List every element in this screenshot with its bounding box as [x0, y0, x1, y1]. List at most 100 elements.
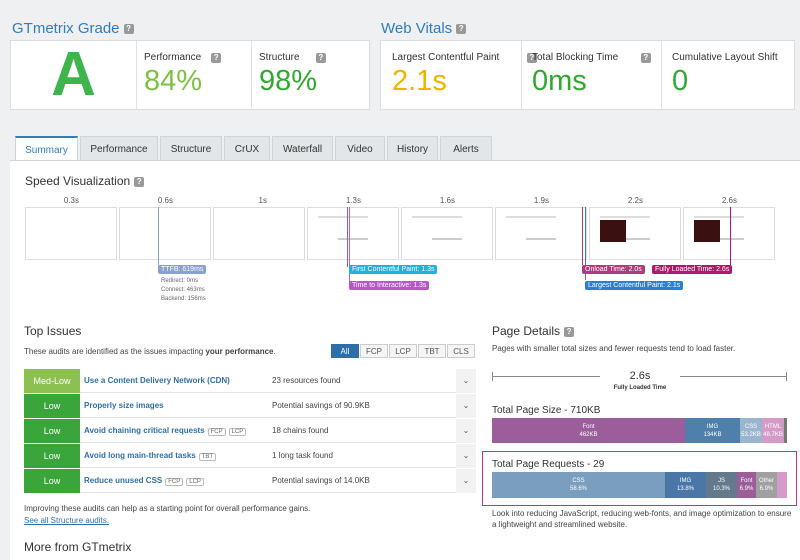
ttfb-detail: Redirect: 0ms: [161, 278, 199, 284]
segment: IMG 13.8%: [665, 472, 706, 498]
divider: [661, 41, 662, 109]
expand[interactable]: ⌄: [456, 444, 476, 468]
frame-content: [694, 216, 744, 218]
tab[interactable]: Alerts: [440, 136, 492, 161]
tab[interactable]: Structure: [160, 136, 222, 161]
audits-link[interactable]: See all Structure audits.: [24, 516, 109, 525]
tab[interactable]: Video: [335, 136, 385, 161]
help-icon: ?: [211, 53, 222, 63]
vitals-title: Web Vitals?: [381, 20, 467, 37]
marker-line: [582, 207, 583, 265]
loaded-value: 2.6s: [600, 370, 680, 382]
metric-value: 98%: [259, 65, 318, 97]
frame-image: [600, 220, 626, 242]
frame-time: 0.3s: [63, 196, 79, 205]
frame: [25, 207, 117, 260]
expand[interactable]: ⌄: [456, 469, 476, 493]
vitals-card: Largest Contentful Paint? 2.1s Total Block…: [380, 40, 795, 110]
title: Speed Visualization: [25, 174, 131, 188]
marker-line: [585, 207, 586, 280]
details-desc: Pages with smaller total sizes and fewer…: [492, 344, 736, 353]
segment: Font 6.9%: [737, 472, 756, 498]
size-bar: Font 462KB IMG 134KB CSS 53.2KB HTML 48.7KB: [492, 418, 787, 443]
text[interactable]: Properly size images: [84, 401, 164, 410]
marker-line: [347, 207, 348, 267]
tab[interactable]: CrUX: [224, 136, 270, 161]
issue-row: Low Properly size images Potential savings…: [24, 394, 476, 418]
ttfb-label: TTFB: 619ms: [158, 265, 207, 274]
segment-value: 462KB: [579, 431, 598, 438]
help-icon: ?: [123, 24, 134, 35]
segment-name: Font: [582, 423, 595, 430]
segment: Other 6.9%: [756, 472, 777, 498]
tag: FCP: [207, 428, 226, 436]
help-icon: ?: [315, 53, 326, 63]
tab[interactable]: History: [387, 136, 438, 161]
severity-badge: Low: [24, 469, 80, 493]
segment-value: 53.2KB: [741, 431, 761, 438]
tab[interactable]: Waterfall: [272, 136, 333, 161]
frame-time: 1s: [258, 196, 267, 205]
severity-badge: Low: [24, 444, 80, 468]
text[interactable]: Use a Content Delivery Network (CDN): [84, 376, 230, 385]
expand[interactable]: ⌄: [456, 369, 476, 393]
expand[interactable]: ⌄: [456, 419, 476, 443]
issue-title[interactable]: Avoid long main-thread tasks TBT: [84, 451, 217, 461]
tag: TBT: [198, 453, 217, 461]
filter[interactable]: TBT: [418, 344, 446, 358]
expand[interactable]: ⌄: [456, 394, 476, 418]
issue-title[interactable]: Avoid chaining critical requests FCP LCP: [84, 426, 247, 436]
segment-value: 13.8%: [676, 486, 694, 492]
requests-highlight: [482, 451, 797, 506]
frame-content: [412, 216, 462, 218]
segment-name: CSS: [572, 478, 585, 484]
segment: CSS 53.2KB: [740, 418, 762, 443]
filter[interactable]: CLS: [447, 344, 475, 358]
ttfb-detail: Backend: 156ms: [161, 296, 206, 302]
filter[interactable]: All: [331, 344, 359, 358]
segment-value: 58.6%: [569, 486, 587, 492]
issue-title[interactable]: Use a Content Delivery Network (CDN): [84, 376, 230, 385]
metric-label: Structure: [259, 52, 300, 63]
filter[interactable]: FCP: [360, 344, 388, 358]
issue-detail: 18 chains found: [272, 426, 329, 435]
divider: [136, 41, 137, 109]
frame-content: [526, 238, 556, 240]
tab[interactable]: Performance: [80, 136, 158, 161]
segment-name: CSS: [744, 423, 758, 430]
filter[interactable]: LCP: [389, 344, 417, 358]
metric-label: Cumulative Layout Shift: [672, 52, 778, 63]
grade-title: GTmetrix Grade?: [12, 20, 134, 37]
frame-content: [600, 216, 650, 218]
text: These audits are identified as the issue…: [24, 347, 204, 356]
tag: LCP: [228, 428, 247, 436]
issue-row: Low Avoid long main-thread tasks TBT 1 long…: [24, 444, 476, 468]
frame-content: [432, 238, 462, 240]
issue-row: Med-Low Use a Content Delivery Network (C…: [24, 369, 476, 393]
segment: [784, 418, 787, 443]
frame: [213, 207, 305, 260]
marker-line: [158, 207, 159, 265]
issue-row: Low Avoid chaining critical requests FCP LC…: [24, 419, 476, 443]
severity-badge: Med-Low: [24, 369, 80, 393]
segment-value: 134KB: [703, 431, 722, 438]
frame-content: [338, 238, 368, 240]
metric-value: 84%: [144, 65, 203, 97]
segment-name: IMG: [706, 423, 719, 430]
tab[interactable]: Summary: [15, 136, 78, 161]
frame-image: [694, 220, 720, 242]
text[interactable]: Avoid chaining critical requests: [84, 426, 205, 435]
frame: [307, 207, 399, 260]
issue-title[interactable]: Properly size images: [84, 401, 164, 410]
segment-value: 10.3%: [712, 486, 730, 492]
segment-name: HTML: [764, 423, 782, 430]
frame-time: 0.6s: [157, 196, 173, 205]
text[interactable]: Avoid long main-thread tasks: [84, 451, 196, 460]
frame-time: 2.6s: [721, 196, 737, 205]
segment-value: 48.7KB: [763, 431, 783, 438]
title: GTmetrix Grade: [12, 20, 120, 37]
fully-label: Fully Loaded Time: 2.6s: [652, 265, 733, 274]
loaded-label: Fully Loaded Time: [613, 385, 667, 391]
issue-title[interactable]: Reduce unused CSS FCP LCP: [84, 476, 204, 486]
text[interactable]: Reduce unused CSS: [84, 476, 163, 485]
